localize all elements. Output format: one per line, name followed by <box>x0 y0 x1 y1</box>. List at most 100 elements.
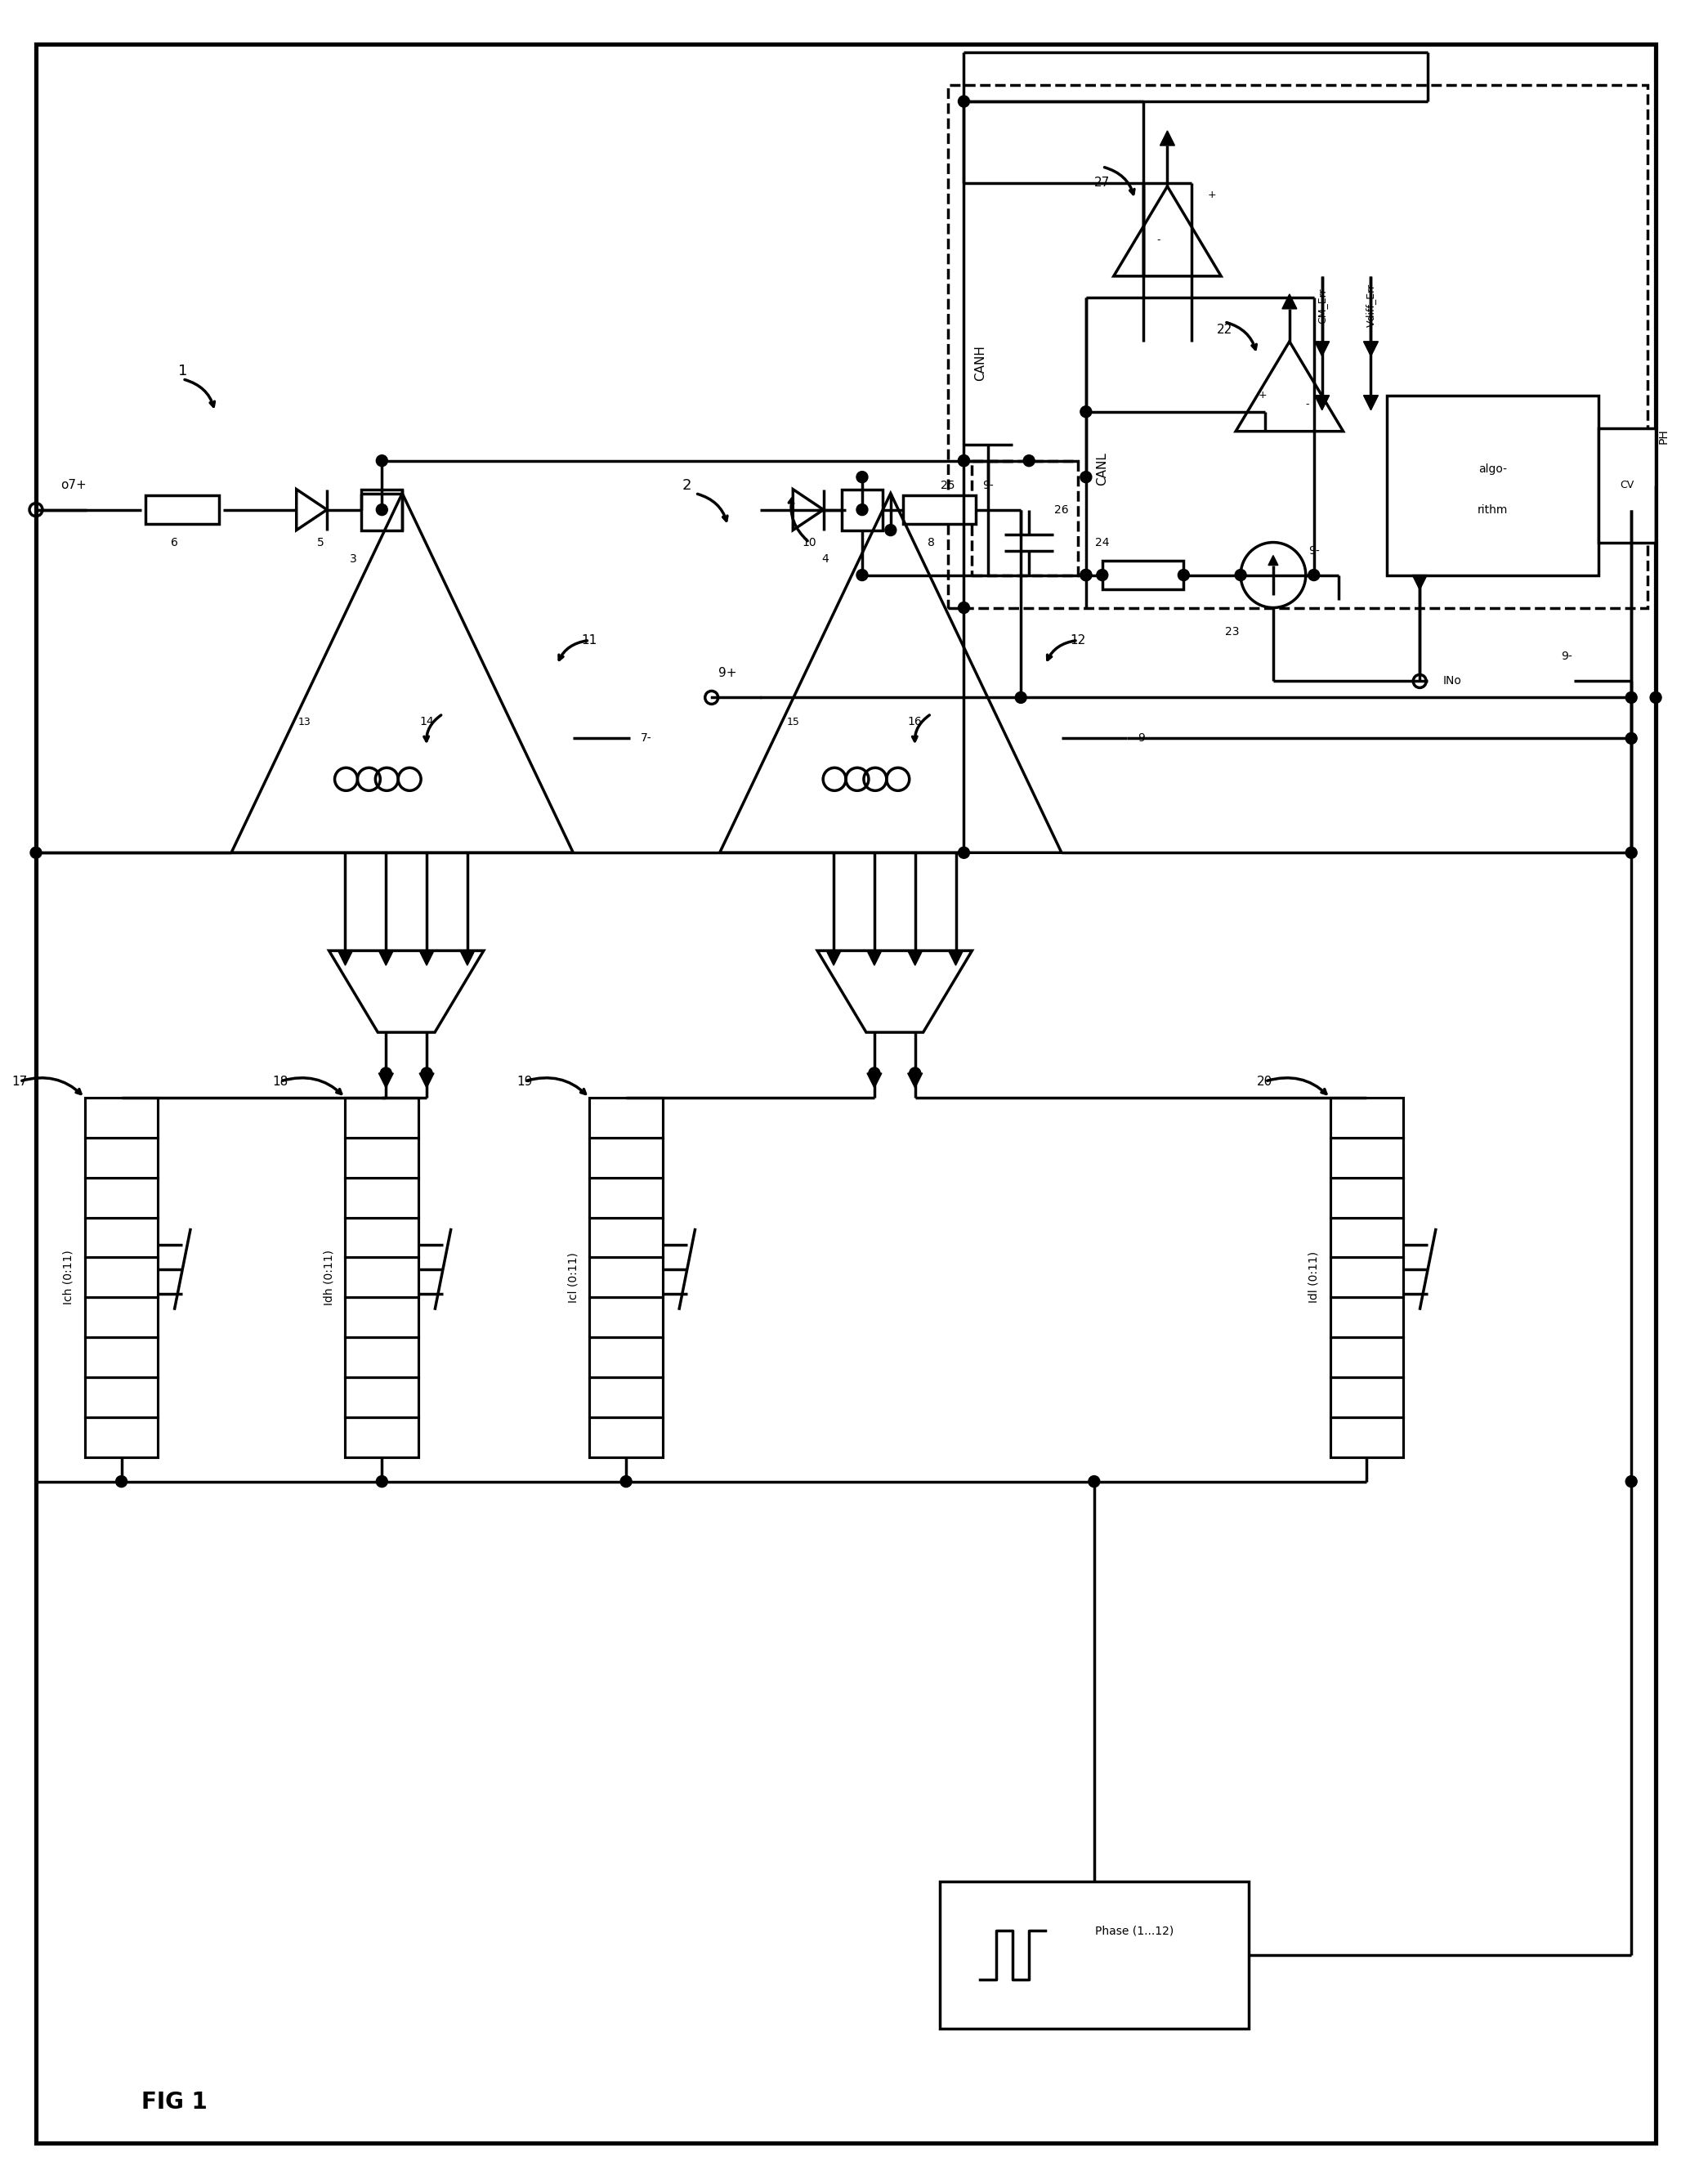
Bar <box>145 495 219 523</box>
Text: CM_Err: CM_Err <box>1317 288 1327 322</box>
Circle shape <box>958 96 970 107</box>
Text: 24: 24 <box>1095 536 1110 549</box>
Text: 9-: 9- <box>1138 732 1148 743</box>
Text: 9-: 9- <box>1561 652 1571 662</box>
Circle shape <box>376 1475 388 1488</box>
Bar <box>1331 1177 1404 1218</box>
Text: 3: 3 <box>350 553 357 564</box>
Bar <box>345 1377 418 1416</box>
Bar <box>85 1137 159 1177</box>
Circle shape <box>381 1068 391 1079</box>
Circle shape <box>869 1068 880 1079</box>
Circle shape <box>620 1475 632 1488</box>
Bar <box>1599 427 1655 543</box>
Bar <box>1331 1297 1404 1338</box>
Circle shape <box>1235 569 1247 582</box>
Polygon shape <box>1283 294 1296 309</box>
Circle shape <box>1179 569 1189 582</box>
Bar <box>1331 1137 1404 1177</box>
Circle shape <box>1650 691 1662 704</box>
Text: 23: 23 <box>1225 628 1240 638</box>
Circle shape <box>958 455 970 466</box>
Circle shape <box>885 525 897 536</box>
Text: 6: 6 <box>171 536 178 549</box>
Bar <box>85 1377 159 1416</box>
Bar <box>939 1883 1249 2029</box>
Circle shape <box>420 1068 432 1079</box>
Circle shape <box>856 471 868 484</box>
Polygon shape <box>1160 131 1175 146</box>
Bar <box>85 1098 159 1137</box>
Polygon shape <box>420 1074 434 1087</box>
Bar <box>589 1416 663 1458</box>
Circle shape <box>1079 471 1091 484</box>
Text: Ich (0:11): Ich (0:11) <box>63 1251 73 1305</box>
Bar <box>85 1257 159 1297</box>
Polygon shape <box>459 950 475 965</box>
Polygon shape <box>1315 342 1329 355</box>
Circle shape <box>376 503 388 516</box>
Circle shape <box>31 848 41 859</box>
Text: 7-: 7- <box>640 732 652 743</box>
Bar <box>1387 394 1599 575</box>
Bar <box>1331 1098 1404 1137</box>
Text: PH: PH <box>1658 429 1670 445</box>
Circle shape <box>909 1068 921 1079</box>
Bar <box>345 1137 418 1177</box>
Polygon shape <box>827 950 840 965</box>
Circle shape <box>1097 569 1108 582</box>
Text: CANL: CANL <box>1097 453 1108 486</box>
Bar <box>904 495 975 523</box>
Text: +: + <box>1208 190 1216 200</box>
Text: 15: 15 <box>786 717 799 728</box>
Circle shape <box>1079 569 1091 582</box>
Text: Idl (0:11): Idl (0:11) <box>1308 1251 1320 1303</box>
Bar <box>589 1177 663 1218</box>
Polygon shape <box>1315 394 1329 410</box>
Text: 19: 19 <box>516 1074 533 1087</box>
Text: algo-: algo- <box>1479 464 1506 475</box>
Polygon shape <box>907 950 922 965</box>
Text: CANH: CANH <box>974 344 986 381</box>
Text: 14: 14 <box>420 717 434 728</box>
Polygon shape <box>1363 342 1378 355</box>
Text: 4: 4 <box>822 553 828 564</box>
Circle shape <box>116 1475 126 1488</box>
Bar <box>85 1177 159 1218</box>
Text: 13: 13 <box>299 717 311 728</box>
Bar <box>589 1098 663 1137</box>
Text: 9+: 9+ <box>719 667 738 680</box>
Bar <box>85 1416 159 1458</box>
Text: 8: 8 <box>927 536 934 549</box>
Text: 10: 10 <box>803 536 816 549</box>
Bar <box>345 1218 418 1257</box>
Bar <box>589 1218 663 1257</box>
Circle shape <box>1626 732 1636 743</box>
Bar <box>948 85 1648 608</box>
Text: 1: 1 <box>178 364 188 379</box>
Circle shape <box>1015 691 1027 704</box>
Text: Icl (0:11): Icl (0:11) <box>567 1253 579 1303</box>
Bar <box>589 1137 663 1177</box>
Text: 17: 17 <box>12 1074 27 1087</box>
Polygon shape <box>948 950 963 965</box>
Polygon shape <box>868 950 881 965</box>
Bar <box>345 1416 418 1458</box>
Circle shape <box>1626 1475 1636 1488</box>
Text: 26: 26 <box>1054 503 1069 516</box>
Circle shape <box>376 455 388 466</box>
Circle shape <box>1079 569 1091 582</box>
Text: rithm: rithm <box>1477 503 1508 516</box>
Bar <box>362 490 403 529</box>
Text: +: + <box>1259 390 1267 401</box>
Bar <box>1331 1416 1404 1458</box>
Polygon shape <box>420 950 434 965</box>
Bar <box>972 460 1078 575</box>
Text: -: - <box>1305 399 1310 410</box>
Circle shape <box>958 455 970 466</box>
Text: 5: 5 <box>318 536 325 549</box>
Text: 22: 22 <box>1216 325 1231 336</box>
Text: 16: 16 <box>907 717 922 728</box>
Bar <box>1331 1218 1404 1257</box>
Text: Idh (0:11): Idh (0:11) <box>323 1249 335 1305</box>
